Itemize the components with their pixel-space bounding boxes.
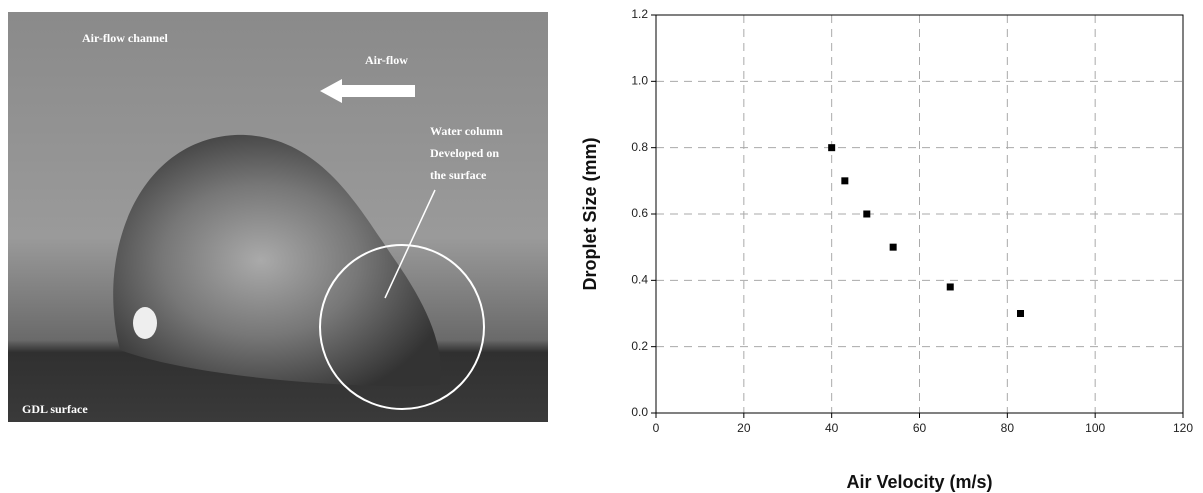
point [890, 244, 897, 251]
figure: Air-flow channel Air-flow Water column D… [0, 0, 1203, 493]
point [841, 177, 848, 184]
y-tick-label: 0.2 [631, 339, 648, 353]
highlight [133, 307, 157, 339]
y-tick-label: 0.0 [631, 405, 648, 419]
x-tick-label: 0 [653, 421, 660, 435]
point [947, 283, 954, 290]
photo: Air-flow channel Air-flow Water column D… [8, 12, 548, 422]
column-label: Water column [430, 124, 503, 138]
y-tick-label: 0.8 [631, 140, 648, 154]
column-label: the surface [430, 168, 487, 182]
surface-label: GDL surface [22, 402, 88, 416]
flow-label: Air-flow [365, 53, 408, 67]
y-tick-label: 0.4 [631, 273, 648, 287]
channel-label: Air-flow channel [82, 31, 169, 45]
x-tick-label: 60 [913, 421, 927, 435]
x-tick-label: 20 [737, 421, 751, 435]
point [828, 144, 835, 151]
x-tick-label: 80 [1001, 421, 1015, 435]
x-axis-label: Air Velocity (m/s) [846, 472, 992, 492]
x-tick-label: 120 [1173, 421, 1193, 435]
y-tick-label: 0.6 [631, 206, 648, 220]
point [1017, 310, 1024, 317]
point [863, 211, 870, 218]
y-axis-label: Droplet Size (mm) [580, 137, 600, 290]
chart: 0.0 0.2 0.4 0.6 0.8 1.0 1.2 0 20 40 60 80 100 120 Air … [580, 7, 1193, 492]
column-label: Developed on [430, 146, 499, 160]
y-tick-label: 1.0 [631, 74, 648, 88]
x-tick-label: 100 [1085, 421, 1105, 435]
y-tick-label: 1.2 [631, 7, 648, 21]
x-tick-label: 40 [825, 421, 839, 435]
